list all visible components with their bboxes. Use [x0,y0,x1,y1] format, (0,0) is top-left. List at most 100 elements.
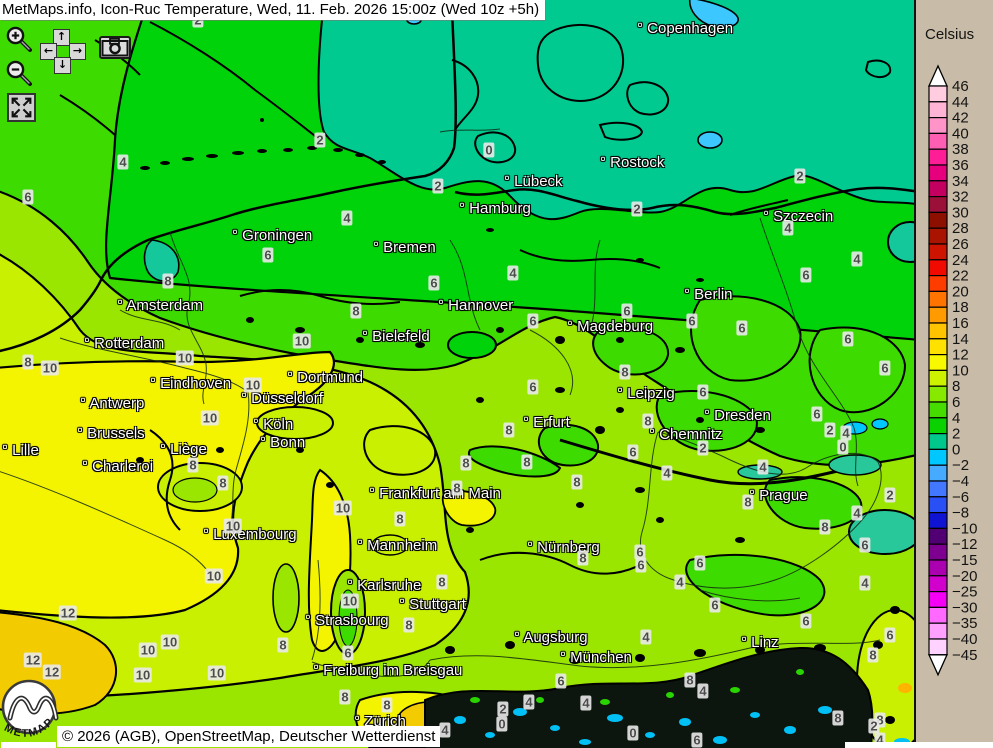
contour-label: 4 [661,465,673,481]
city-label: ° Eindhoven [150,375,232,392]
contour-label: 2 [497,701,509,717]
city-label: ° Mannheim [357,537,438,554]
magnifier-plus-icon [6,26,32,52]
frankfurt-warm-patch [441,490,497,527]
city-label: ° Linz [741,634,779,651]
scale-tick-label: 42 [952,110,969,127]
scale-tick-label: 18 [952,299,969,316]
city-label: ° Dortmund [287,369,364,386]
contour-label: 2 [794,168,806,184]
scale-tick-label: −10 [952,520,977,537]
title-bar: MetMaps.info, Icon-Ruc Temperature, Wed,… [0,0,546,20]
scale-swatch [928,85,948,103]
fullscreen-button[interactable] [7,93,36,122]
contour-label: 8 [277,637,289,653]
scale-swatch [928,259,948,277]
metmaps-logo[interactable]: METMAPS [0,665,59,748]
scale-swatch [928,622,948,640]
contour-label: 12 [58,605,78,621]
zoom-out-button[interactable] [5,59,33,87]
contour-label: 2 [631,201,643,217]
country-borders [0,128,882,677]
scale-tick-label: −45 [952,647,977,664]
contour-label: 6 [879,360,891,376]
scale-tick-label: 8 [952,378,960,395]
contour-label: 8 [187,457,199,473]
contour-label: 6 [691,732,703,748]
legend-title: Celsius [925,26,975,43]
scale-tick-label: 0 [952,441,960,458]
scale-tick-label: −4 [952,473,969,490]
screenshot-button[interactable] [99,36,131,59]
contour-label: 6 [555,673,567,689]
contour-label: 8 [832,710,844,726]
scale-swatch [928,496,948,514]
contour-label: 4 [840,425,852,441]
scale-swatch [928,164,948,182]
scale-swatch [928,448,948,466]
pan-down-button[interactable]: ↓ [54,57,71,74]
city-label: ° Copenhagen [637,20,734,37]
copyright-bar[interactable]: © 2026 (AGB), OpenStreetMap, Deutscher W… [57,726,441,747]
contour-label: 2 [824,422,836,438]
contour-label: 10 [133,667,153,683]
contour-label: 6 [859,537,871,553]
contour-label: 0 [483,142,495,158]
contour-label: 6 [342,645,354,661]
city-label: ° Brussels [77,425,145,442]
scale-tick-label: 44 [952,94,969,111]
scale-tick-label: −8 [952,505,969,522]
pan-up-button[interactable]: ↑ [53,29,70,46]
contour-line-2 [149,21,321,141]
contour-label: 4 [580,695,592,711]
contour-label: 8 [503,422,515,438]
city-label: ° Nürnberg [527,539,600,556]
contour-label: 6 [621,303,633,319]
contour-label: 8 [403,617,415,633]
contour-label: 4 [341,210,353,226]
contour-label: 6 [697,384,709,400]
scale-swatch [928,338,948,356]
city-label: ° Düsseldorf [241,390,323,407]
upland-patches [157,406,914,748]
temperature-field [0,0,914,748]
contour-label: 6 [736,320,748,336]
city-label: ° Bielefeld [362,328,430,345]
contour-label: 10 [138,642,158,658]
zoom-in-button[interactable] [5,25,33,53]
contour-label: 8 [350,303,362,319]
scale-tick-label: 22 [952,268,969,285]
contour-label: 6 [800,613,812,629]
scale-swatch [928,385,948,403]
scale-tick-label: 16 [952,315,969,332]
scale-swatch [928,275,948,293]
contour-label: 8 [162,273,174,289]
contour-label: 4 [859,575,871,591]
scale-tick-label: 40 [952,125,969,142]
contour-label: 4 [117,154,129,170]
city-label: ° Charleroi [82,458,154,475]
pan-right-button[interactable]: → [69,43,86,60]
scale-swatch [928,417,948,435]
scale-swatch [928,433,948,451]
scale-tick-label: −30 [952,599,977,616]
scale-swatch [928,196,948,214]
contour-label: 8 [451,480,463,496]
contour-label: 6 [527,313,539,329]
legend-sidebar: Celsius 46 44 42 40 38 36 34 32 30 28 26 24 22 20 18 16… [914,0,993,748]
pan-left-button[interactable]: ← [40,43,57,60]
contour-label: 10 [200,410,220,426]
contour-label: 6 [884,627,896,643]
alps-region [424,646,912,748]
contour-label: 6 [627,444,639,460]
contour-label: 10 [160,634,180,650]
temperature-map[interactable]: ° Copenhagen ° Rostock ° Lübeck ° Hamburg ° … [0,0,914,748]
contour-label: 10 [40,360,60,376]
scale-tick-label: 6 [952,394,960,411]
scale-swatch [928,180,948,198]
scale-swatch [928,227,948,245]
city-label: ° Augsburg [514,629,588,646]
scale-tick-label: −25 [952,584,977,601]
scale-swatch [928,101,948,119]
contour-label: 8 [22,354,34,370]
